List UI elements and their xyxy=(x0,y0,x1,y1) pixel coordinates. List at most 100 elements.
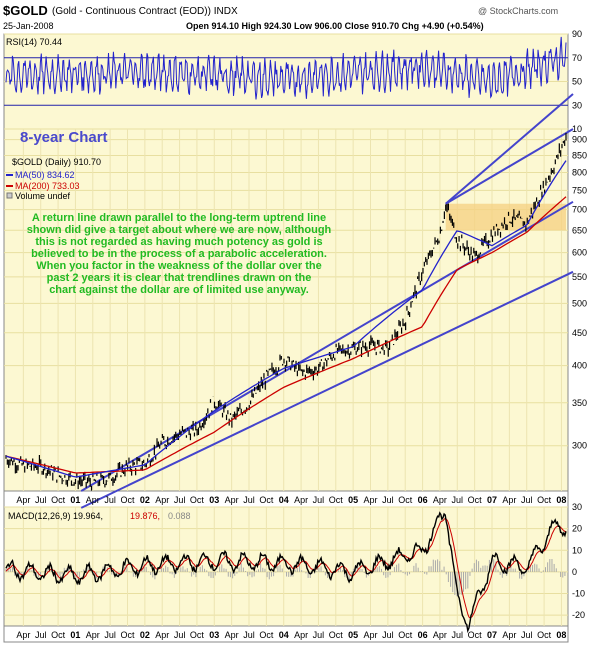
x-tick-label-bottom: 07 xyxy=(487,630,497,640)
annotation-line-3: this is not regarded as having much pote… xyxy=(35,236,322,248)
x-tick-label: Jul xyxy=(174,495,186,505)
legend-ma50: MA(50) 834.62 xyxy=(15,170,75,180)
x-tick-label-bottom: 01 xyxy=(70,630,80,640)
macd-signal-label: 19.876, xyxy=(130,511,160,521)
x-tick-label-bottom: Jul xyxy=(521,630,533,640)
x-tick-label: Oct xyxy=(468,495,483,505)
macd-tick-label: 10 xyxy=(572,545,582,555)
series-marks xyxy=(5,36,574,634)
x-tick-label: Apr xyxy=(294,495,308,505)
macd-tick-label: 0 xyxy=(572,567,577,577)
macd-legend: MACD(12,26,9) 19.964, 19.876, 0.088 xyxy=(8,511,191,521)
x-tick-label: Apr xyxy=(433,495,447,505)
x-tick-label-bottom: Apr xyxy=(225,630,239,640)
legend-price: $GOLD (Daily) 910.70 xyxy=(12,157,101,167)
price-tick-label: 650 xyxy=(572,225,587,235)
x-tick-label-bottom: Jul xyxy=(243,630,255,640)
x-tick-label-bottom: Apr xyxy=(86,630,100,640)
x-tick-label-bottom: Oct xyxy=(120,630,135,640)
x-tick-label: 03 xyxy=(209,495,219,505)
axis-labels: 9008508007507006506005505004504003503009… xyxy=(16,29,587,640)
x-tick-label-bottom: 02 xyxy=(140,630,150,640)
price-tick-label: 900 xyxy=(572,135,587,145)
price-tick-label: 550 xyxy=(572,272,587,282)
x-tick-label-bottom: 04 xyxy=(279,630,289,640)
x-tick-label-bottom: Jul xyxy=(313,630,325,640)
annotation-line-2: shown did give a target about where we a… xyxy=(27,224,332,236)
x-tick-label: Oct xyxy=(329,495,344,505)
macd-tick-label: -10 xyxy=(572,589,585,599)
x-tick-label-bottom: 03 xyxy=(209,630,219,640)
trendline-2 xyxy=(80,270,574,509)
x-tick-label: 08 xyxy=(556,495,566,505)
x-tick-label: Jul xyxy=(243,495,255,505)
legend: $GOLD (Daily) 910.70 MA(50) 834.62 MA(20… xyxy=(6,157,101,201)
ma200-line xyxy=(5,196,567,474)
x-tick-label-bottom: Apr xyxy=(433,630,447,640)
price-tick-label: 450 xyxy=(572,328,587,338)
x-tick-label: 01 xyxy=(70,495,80,505)
x-tick-label: 04 xyxy=(279,495,289,505)
x-tick-label-bottom: Oct xyxy=(51,630,66,640)
x-tick-label: 07 xyxy=(487,495,497,505)
x-tick-label: Apr xyxy=(16,495,30,505)
price-tick-label: 300 xyxy=(572,441,587,451)
x-tick-label: Oct xyxy=(398,495,413,505)
rsi-tick-label: 90 xyxy=(572,29,582,39)
macd-tick-label: 20 xyxy=(572,524,582,534)
x-tick-label: Apr xyxy=(86,495,100,505)
date-label: 25-Jan-2008 xyxy=(3,21,54,31)
rsi-line xyxy=(5,36,567,100)
x-tick-label-bottom: Oct xyxy=(537,630,552,640)
macd-tick-label: -20 xyxy=(572,610,585,620)
ma50-line xyxy=(5,160,567,478)
annotation-line-4: believed to be in the process of a parab… xyxy=(31,248,327,260)
rsi-tick-label: 30 xyxy=(572,100,582,110)
trendline-3 xyxy=(445,128,574,205)
legend-volume: Volume undef xyxy=(15,191,71,201)
x-tick-label-bottom: 08 xyxy=(556,630,566,640)
macd-tick-label: 30 xyxy=(572,502,582,512)
trendline-1 xyxy=(80,200,574,492)
rsi-tick-label: 50 xyxy=(572,77,582,87)
annotation-line-7: chart against the dollar are of limited … xyxy=(49,284,309,296)
annotation-line-5: When you factor in the weakness of the d… xyxy=(36,260,321,272)
x-tick-label-bottom: Oct xyxy=(190,630,205,640)
x-tick-label: Jul xyxy=(313,495,325,505)
x-axis-band-bottom xyxy=(3,625,569,643)
ohlc-label: Open 914.10 High 924.30 Low 906.00 Close… xyxy=(186,21,484,31)
x-tick-label-bottom: Oct xyxy=(468,630,483,640)
macd-label: MACD(12,26,9) 19.964, xyxy=(8,511,103,521)
annotation-title: 8-year Chart xyxy=(20,129,108,146)
grid-lines xyxy=(4,33,568,626)
x-tick-label: Jul xyxy=(35,495,47,505)
x-tick-label-bottom: Jul xyxy=(452,630,464,640)
rsi-label: RSI(14) 70.44 xyxy=(6,37,62,47)
x-tick-label-bottom: 06 xyxy=(418,630,428,640)
price-tick-label: 850 xyxy=(572,151,587,161)
x-tick-label-bottom: Apr xyxy=(155,630,169,640)
x-tick-label: Jul xyxy=(452,495,464,505)
price-tick-label: 700 xyxy=(572,205,587,215)
x-tick-label-bottom: Apr xyxy=(16,630,30,640)
watermark: @ StockCharts.com xyxy=(478,6,558,16)
price-panel xyxy=(3,128,569,492)
x-tick-label-bottom: Jul xyxy=(104,630,116,640)
x-tick-label-bottom: Apr xyxy=(363,630,377,640)
x-tick-label: Oct xyxy=(259,495,274,505)
x-tick-label: Oct xyxy=(537,495,552,505)
x-tick-label-bottom: Oct xyxy=(398,630,413,640)
rsi-tick-label: 70 xyxy=(572,53,582,63)
x-tick-label-bottom: Jul xyxy=(382,630,394,640)
x-tick-label-bottom: Oct xyxy=(259,630,274,640)
macd-line xyxy=(5,511,567,634)
x-tick-label: Jul xyxy=(521,495,533,505)
annotation-line-1: A return line drawn parallel to the long… xyxy=(32,212,326,224)
x-tick-label: Oct xyxy=(190,495,205,505)
x-tick-label: Apr xyxy=(363,495,377,505)
legend-volume-swatch xyxy=(6,192,13,199)
x-tick-label-bottom: Apr xyxy=(294,630,308,640)
symbol-label: $GOLD xyxy=(3,3,48,18)
